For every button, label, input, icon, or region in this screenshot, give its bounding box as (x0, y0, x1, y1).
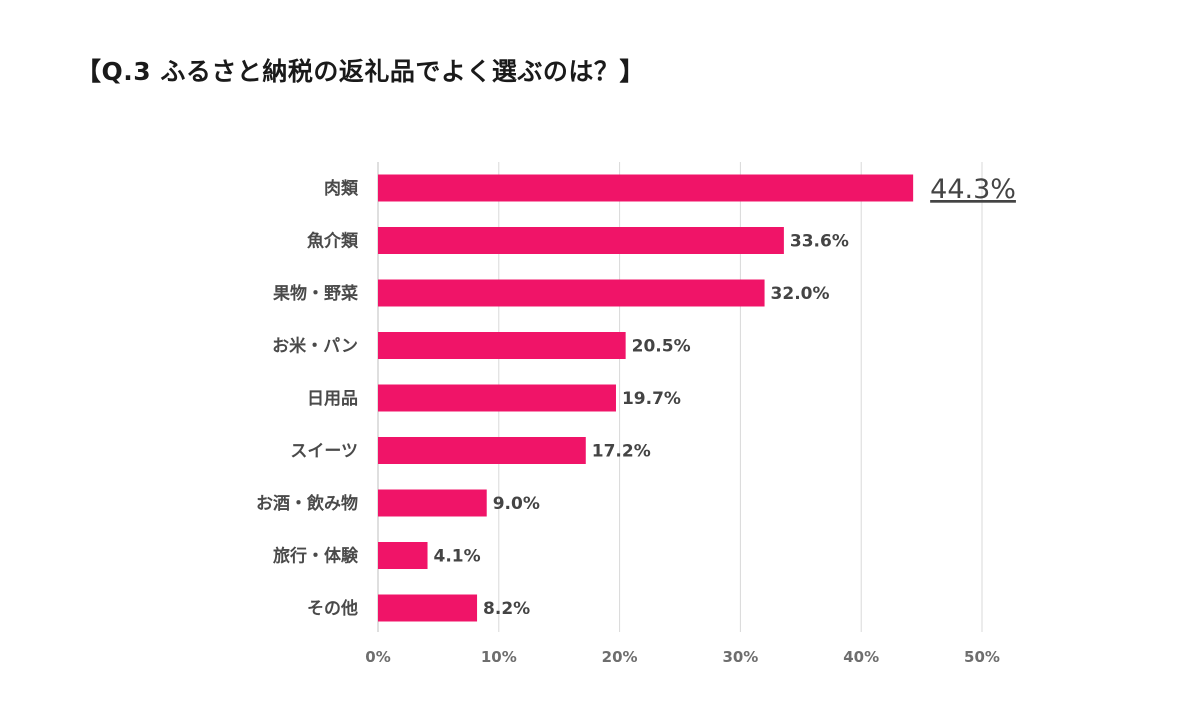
bar (378, 542, 428, 569)
value-label: 17.2% (592, 442, 651, 462)
value-label: 9.0% (493, 494, 540, 514)
category-label: 旅行・体験 (273, 546, 359, 567)
value-labels: 44.3% 33.6% 32.0% 20.5% 19.7% 17.2% 9.0% 4.1% 8.… (434, 174, 1016, 619)
bar (378, 489, 487, 517)
value-label: 4.1% (434, 547, 481, 567)
x-axis-ticks: 0% 10% 20% 30% 40% 50% (365, 648, 1000, 666)
value-label: 32.0% (771, 284, 830, 304)
x-tick-label: 0% (365, 648, 390, 666)
x-tick-label: 50% (964, 648, 1000, 666)
category-label: その他 (307, 598, 358, 619)
bar (378, 174, 914, 202)
bar (378, 384, 616, 412)
page-title: 【Q.3 ふるさと納税の返礼品でよく選ぶのは？】 (76, 57, 645, 86)
category-label: 肉類 (324, 178, 359, 199)
category-label: 日用品 (307, 389, 358, 409)
x-tick-label: 20% (602, 648, 638, 666)
bar (378, 227, 784, 254)
value-label: 8.2% (483, 599, 530, 619)
x-tick-label: 30% (722, 648, 758, 666)
category-label: 果物・野菜 (273, 283, 359, 304)
category-label: スイーツ (290, 442, 358, 462)
category-label: お米・パン (272, 336, 358, 357)
bar (378, 332, 626, 359)
value-label: 20.5% (632, 337, 691, 357)
category-label: 魚介類 (307, 231, 359, 252)
bar (378, 437, 586, 464)
bar (378, 594, 478, 622)
category-label: お酒・飲み物 (256, 493, 358, 514)
bars (378, 174, 914, 622)
value-label-highlight: 44.3% (930, 174, 1016, 205)
value-label: 33.6% (790, 232, 849, 252)
bar (378, 279, 765, 307)
x-tick-label: 10% (481, 648, 517, 666)
x-tick-label: 40% (843, 648, 879, 666)
value-label: 19.7% (622, 389, 681, 409)
